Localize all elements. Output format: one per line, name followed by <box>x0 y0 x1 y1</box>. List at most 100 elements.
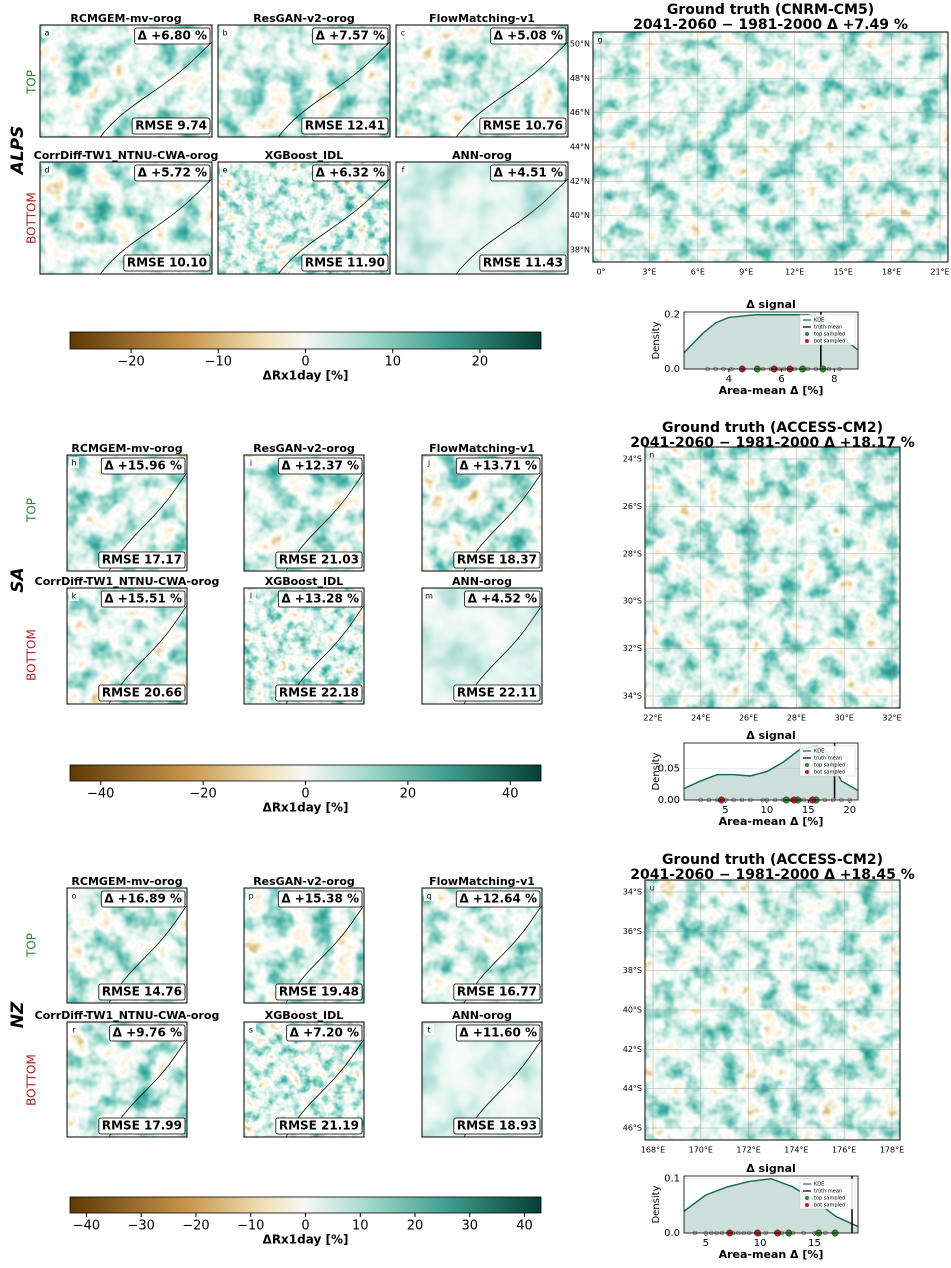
legend-swatch <box>805 332 809 336</box>
panel-letter: b <box>222 29 227 38</box>
lon-label: 168°E <box>641 1146 665 1155</box>
legend-entry: truth mean <box>814 756 842 762</box>
colorbar-tick-label: 0 <box>301 1219 309 1234</box>
panel-letter: c <box>401 29 405 38</box>
lon-label: 24°E <box>691 714 710 723</box>
delta-box: Δ +15.96 % <box>100 457 186 475</box>
delta-box: Δ +15.51 % <box>100 590 186 608</box>
lat-label: 46°N <box>570 108 590 117</box>
label-box <box>123 254 211 272</box>
panel-title: ResGAN-v2-orog <box>253 442 355 455</box>
x-tick-label: 8 <box>831 374 837 385</box>
gt-subtitle: 2041-2060 − 1981-2000 Δ +18.45 % <box>630 867 914 883</box>
delta: Δ +13.28 % <box>281 592 359 606</box>
legend-entry: top sampled <box>814 332 845 338</box>
panel-letter: t <box>427 1026 430 1035</box>
rmse-box: RMSE 18.37 <box>453 551 541 569</box>
gt-subtitle: 2041-2060 − 1981-2000 Δ +7.49 % <box>633 17 908 33</box>
panel-letter: d <box>44 166 49 175</box>
label-box <box>98 684 186 702</box>
letter-box <box>220 164 230 175</box>
delta: Δ +15.38 % <box>281 892 359 906</box>
delta: Δ +9.76 % <box>113 1026 182 1040</box>
rmse-box: RMSE 11.90 <box>301 254 389 272</box>
letter-box <box>220 27 230 38</box>
map-frame <box>66 887 188 1004</box>
delta-box: Δ +5.08 % <box>490 27 567 45</box>
map-frame <box>66 587 188 705</box>
label-box <box>134 27 211 45</box>
coastline <box>99 41 213 138</box>
rmse-box: RMSE 20.66 <box>98 684 186 702</box>
gt-map-frame <box>644 446 901 709</box>
panel-title: XGBoost_IDL <box>265 1009 344 1022</box>
legend-entry: KDE <box>814 1182 824 1188</box>
panel-title: RCMGEM-mv-orog <box>71 442 182 455</box>
label-box <box>464 590 541 608</box>
delta: Δ +13.71 % <box>459 459 537 473</box>
top-label: TOP <box>25 498 39 523</box>
lat-label: 48°N <box>570 74 590 83</box>
rmse: RMSE 10.76 <box>483 119 563 133</box>
x-tick-label: 20 <box>843 805 856 816</box>
label-box <box>455 890 541 908</box>
rmse: RMSE 21.19 <box>279 1119 359 1133</box>
colorbar-tick-label: −20 <box>189 787 216 802</box>
label-box <box>453 684 541 702</box>
map-frame <box>217 161 391 275</box>
y-tick-label: 0.1 <box>664 1174 680 1185</box>
letter-box <box>246 1024 256 1035</box>
colorbar-tick-label: 20 <box>407 1219 424 1234</box>
letter-box <box>69 590 79 601</box>
label-box <box>275 983 363 1001</box>
coastline <box>277 178 391 275</box>
delta-box: Δ +11.60 % <box>455 1024 541 1042</box>
rmse: RMSE 21.03 <box>279 553 359 567</box>
region-label: NZ <box>8 1001 28 1028</box>
delta-box: Δ +4.51 % <box>490 164 567 182</box>
delta: Δ +11.60 % <box>459 1026 537 1040</box>
letter-box <box>69 890 79 901</box>
panel-title: ANN-orog <box>452 149 512 162</box>
legend-swatch <box>805 1203 809 1207</box>
colorbar-tick-label: 40 <box>516 1219 533 1234</box>
rmse-box: RMSE 18.93 <box>453 1117 541 1135</box>
colorbar-label: ΔRx1day [%] <box>263 1233 349 1247</box>
colorbar-tick-label: 40 <box>502 787 519 802</box>
lat-label: 44°S <box>623 1084 642 1093</box>
delta: Δ +7.57 % <box>316 29 385 43</box>
kde-title: Δ signal <box>746 729 796 742</box>
gt-letter: u <box>649 884 654 893</box>
coastline <box>277 41 391 138</box>
letter-box <box>424 1024 434 1035</box>
x-tick-label: 10 <box>760 805 773 816</box>
label-box <box>490 27 567 45</box>
delta-box: Δ +12.37 % <box>277 457 363 475</box>
lat-label: 40°S <box>623 1006 642 1015</box>
lat-label: 50°N <box>570 40 590 49</box>
map-frame <box>243 454 365 572</box>
rmse-box: RMSE 17.17 <box>98 551 186 569</box>
legend-swatch <box>805 1196 809 1200</box>
colorbar <box>69 331 542 350</box>
letter-box <box>424 457 434 468</box>
label-box <box>98 983 186 1001</box>
letter-box <box>424 890 434 901</box>
panel-title: ResGAN-v2-orog <box>253 12 355 25</box>
kde-line <box>683 1177 859 1228</box>
x-tick-label: 10 <box>754 1238 767 1249</box>
label-box <box>98 551 186 569</box>
lon-label: 9°E <box>739 268 753 277</box>
rmse: RMSE 12.41 <box>305 119 385 133</box>
bottom-label: BOTTOM <box>25 629 39 681</box>
rmse: RMSE 17.99 <box>102 1119 182 1133</box>
lon-label: 6°E <box>691 268 705 277</box>
map-frame <box>421 454 543 572</box>
rmse: RMSE 9.74 <box>135 119 207 133</box>
lat-label: 24°S <box>623 455 642 464</box>
map-frame <box>243 1021 365 1138</box>
label-box <box>301 254 389 272</box>
label-box <box>277 457 363 475</box>
colorbar <box>69 764 542 782</box>
colorbar-tick-label: 20 <box>400 787 417 802</box>
